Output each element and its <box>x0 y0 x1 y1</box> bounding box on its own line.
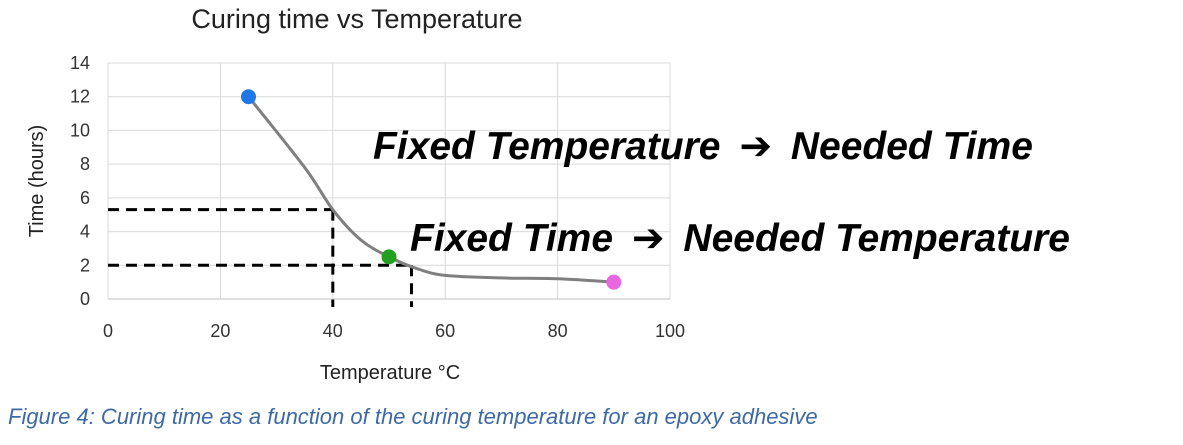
y-tick-label: 0 <box>80 289 90 309</box>
y-tick-label: 12 <box>70 87 90 107</box>
data-point <box>241 89 256 105</box>
annotation-2-before: Fixed Time <box>410 217 613 260</box>
y-tick-label: 10 <box>70 120 90 140</box>
data-points <box>241 89 622 290</box>
x-tick-label: 100 <box>655 321 685 341</box>
annotation-fixed-time: Fixed Time ➔ Needed Temperature <box>410 217 1070 260</box>
annotation-1-before: Fixed Temperature <box>373 125 721 168</box>
figure-caption: Figure 4: Curing time as a function of t… <box>8 404 818 429</box>
x-tick-label: 0 <box>103 321 113 341</box>
arrow-icon: ➔ <box>739 125 772 168</box>
x-axis-label: Temperature °C <box>320 362 460 384</box>
y-tick-label: 6 <box>80 188 90 208</box>
reference-lines <box>108 208 413 307</box>
y-tick-label: 4 <box>80 222 90 242</box>
arrow-icon: ➔ <box>632 217 665 260</box>
x-tick-labels: 0 20 40 60 80 100 <box>103 321 685 341</box>
annotation-1-after: Needed Time <box>791 125 1033 168</box>
x-tick-label: 40 <box>323 321 343 341</box>
y-tick-labels: 0 2 4 6 8 10 12 14 <box>70 53 90 309</box>
curve-line <box>247 95 614 284</box>
y-tick-label: 14 <box>70 53 90 73</box>
grid <box>107 62 671 300</box>
chart-title: Curing time vs Temperature <box>191 4 522 34</box>
annotation-fixed-temperature: Fixed Temperature ➔ Needed Time <box>373 125 1033 168</box>
x-tick-label: 20 <box>210 321 230 341</box>
data-point <box>606 274 622 290</box>
annotation-2-after: Needed Temperature <box>683 217 1070 260</box>
x-tick-label: 80 <box>548 321 568 341</box>
y-axis-label: Time (hours) <box>26 125 48 238</box>
y-tick-label: 8 <box>80 154 90 174</box>
x-tick-label: 60 <box>435 321 455 341</box>
data-point <box>381 249 397 265</box>
y-tick-label: 2 <box>80 255 90 275</box>
